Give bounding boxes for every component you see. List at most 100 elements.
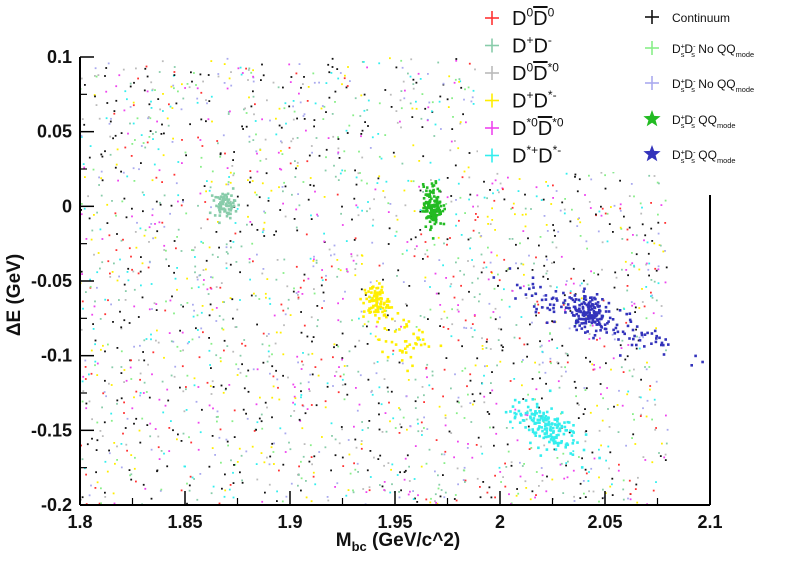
background-point <box>266 99 268 102</box>
background-point <box>235 363 238 366</box>
background-point <box>585 387 588 390</box>
background-point <box>219 357 222 359</box>
background-point <box>599 337 601 340</box>
signal-point <box>658 336 661 340</box>
background-point <box>322 118 325 120</box>
background-point <box>295 167 297 170</box>
background-point <box>598 476 600 479</box>
background-point <box>301 404 304 407</box>
background-point <box>248 135 251 138</box>
background-point <box>341 384 344 386</box>
signal-point <box>572 424 575 427</box>
background-point <box>164 404 167 407</box>
signal-point <box>574 298 578 301</box>
background-point <box>590 178 593 181</box>
background-point <box>385 430 388 433</box>
background-point <box>91 313 94 316</box>
background-point <box>157 98 160 100</box>
background-point <box>406 249 408 252</box>
background-point <box>208 100 211 102</box>
background-point <box>640 212 643 215</box>
background-point <box>598 429 601 432</box>
signal-point <box>218 210 222 214</box>
background-point <box>108 234 111 237</box>
background-point <box>611 483 613 486</box>
background-point <box>124 290 127 292</box>
background-point <box>225 262 228 265</box>
background-point <box>277 86 280 89</box>
background-point <box>354 468 357 471</box>
background-point <box>91 418 93 421</box>
background-point <box>481 382 484 385</box>
background-point <box>337 138 340 140</box>
background-point <box>287 298 290 301</box>
background-point <box>638 307 641 309</box>
background-point <box>120 366 123 368</box>
background-point <box>229 171 232 174</box>
background-point <box>355 387 357 389</box>
background-point <box>266 278 269 280</box>
background-point <box>234 222 237 224</box>
background-point <box>409 75 412 78</box>
background-point <box>601 207 604 210</box>
signal-point <box>628 312 632 315</box>
signal-point <box>538 418 542 422</box>
background-point <box>453 498 456 500</box>
background-point <box>481 345 484 347</box>
background-point <box>81 300 84 303</box>
signal-point <box>558 429 562 433</box>
signal-point <box>439 344 443 348</box>
background-point <box>275 133 278 136</box>
background-point <box>648 262 651 265</box>
legend-left-entry: D*+D*- <box>485 143 561 168</box>
background-point <box>165 300 167 303</box>
signal-point <box>549 433 553 436</box>
background-point <box>384 196 386 199</box>
signal-point <box>214 195 217 199</box>
background-point <box>265 158 268 160</box>
signal-point <box>667 343 670 346</box>
signal-point <box>225 195 228 199</box>
background-point <box>123 109 126 112</box>
background-point <box>464 88 466 91</box>
background-point <box>358 339 361 342</box>
background-point <box>584 194 586 196</box>
background-point <box>189 475 192 478</box>
background-point <box>139 378 141 381</box>
background-point <box>241 481 244 484</box>
background-point <box>296 137 299 139</box>
background-point <box>236 208 239 210</box>
background-point <box>401 253 404 255</box>
background-point <box>403 97 406 100</box>
background-point <box>290 76 293 78</box>
background-point <box>580 297 583 300</box>
signal-point <box>386 303 389 307</box>
background-point <box>200 118 203 121</box>
background-point <box>486 215 489 218</box>
background-point <box>94 364 96 367</box>
signal-point <box>552 430 555 433</box>
background-point <box>387 211 390 213</box>
background-point <box>234 326 237 328</box>
background-point <box>518 178 521 180</box>
background-point <box>247 69 250 71</box>
background-point <box>443 496 446 499</box>
background-point <box>155 309 158 311</box>
background-point <box>546 270 549 272</box>
background-point <box>357 172 360 175</box>
background-point <box>472 205 474 208</box>
background-point <box>175 182 178 185</box>
background-point <box>260 413 263 416</box>
background-point <box>280 126 283 129</box>
signal-point <box>434 203 438 207</box>
signal-point <box>371 296 374 300</box>
background-point <box>161 60 164 63</box>
background-point <box>230 459 232 462</box>
background-point <box>238 447 241 450</box>
background-point <box>371 224 374 227</box>
background-point <box>461 345 463 348</box>
background-point <box>297 298 300 300</box>
background-point <box>83 207 86 210</box>
background-point <box>591 324 594 327</box>
background-point <box>131 207 133 210</box>
